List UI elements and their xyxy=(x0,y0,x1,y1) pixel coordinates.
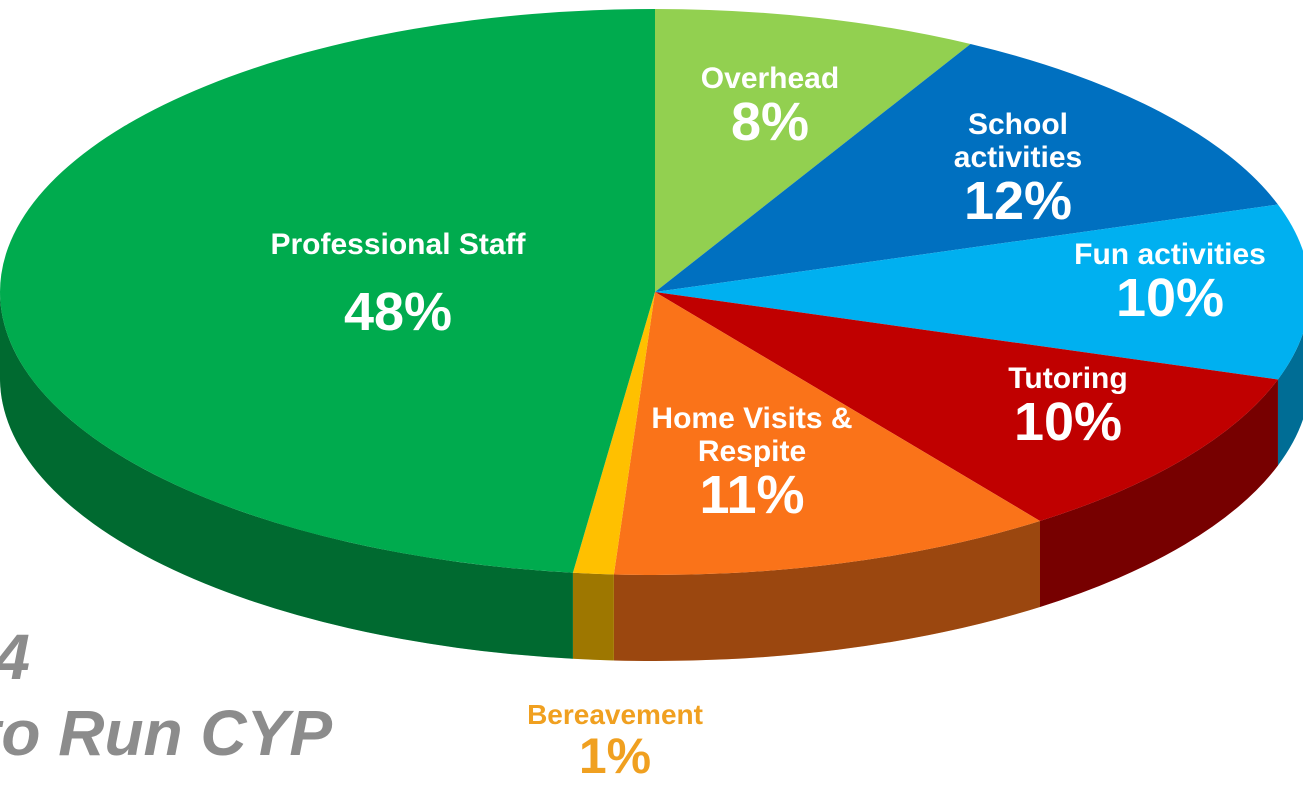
pie-side-shade xyxy=(1039,379,1278,607)
category-label: Home Visits & Respite xyxy=(651,402,853,468)
pie-side-shade xyxy=(1277,333,1303,466)
pie-slice xyxy=(655,292,1278,521)
value-label: 8% xyxy=(730,92,810,152)
slice-label: Tutoring 10% xyxy=(968,362,1168,449)
slice-label: Professional Staff 48% xyxy=(218,228,578,339)
value-label: 48% xyxy=(343,282,453,342)
pie-slice xyxy=(0,9,656,573)
pie-slice xyxy=(655,9,971,292)
pie-side-shade xyxy=(0,292,573,659)
value-label: 10% xyxy=(1115,268,1225,328)
pie-side xyxy=(572,572,614,661)
slice-label: Fun activities 10% xyxy=(1040,238,1300,325)
category-label: Fun activities xyxy=(1074,238,1266,271)
category-label: School activities xyxy=(953,108,1083,174)
pie xyxy=(0,9,1303,662)
category-label: Overhead xyxy=(700,62,840,95)
value-label: 1% xyxy=(578,727,652,784)
title-line: to Run CYP xyxy=(0,697,332,769)
title-line: 4 xyxy=(0,621,30,693)
slice-label: Bereavement 1% xyxy=(485,699,745,784)
category-label: Professional Staff xyxy=(270,228,526,261)
pie-side-shade xyxy=(613,520,1040,662)
pie-slice xyxy=(613,292,1040,575)
pie-side-shade xyxy=(572,572,614,661)
pie-tops xyxy=(0,9,1303,575)
value-label: 11% xyxy=(699,465,805,525)
category-label: Tutoring xyxy=(1008,362,1128,395)
value-label: 12% xyxy=(963,171,1073,231)
slice-label: Overhead 8% xyxy=(670,62,870,149)
pie-slice xyxy=(572,292,655,575)
pie-side xyxy=(1039,379,1278,607)
pie-sides xyxy=(0,292,1303,662)
pie-slice xyxy=(655,44,1278,292)
pie-slice xyxy=(655,204,1303,380)
pie-side xyxy=(1277,333,1303,466)
slice-label: School activities 12% xyxy=(933,108,1103,228)
pie-side xyxy=(0,292,573,659)
category-label: Bereavement xyxy=(527,699,703,730)
value-label: 10% xyxy=(1013,392,1123,452)
pie-side xyxy=(613,520,1040,662)
slice-label: Home Visits & Respite 11% xyxy=(637,402,867,522)
